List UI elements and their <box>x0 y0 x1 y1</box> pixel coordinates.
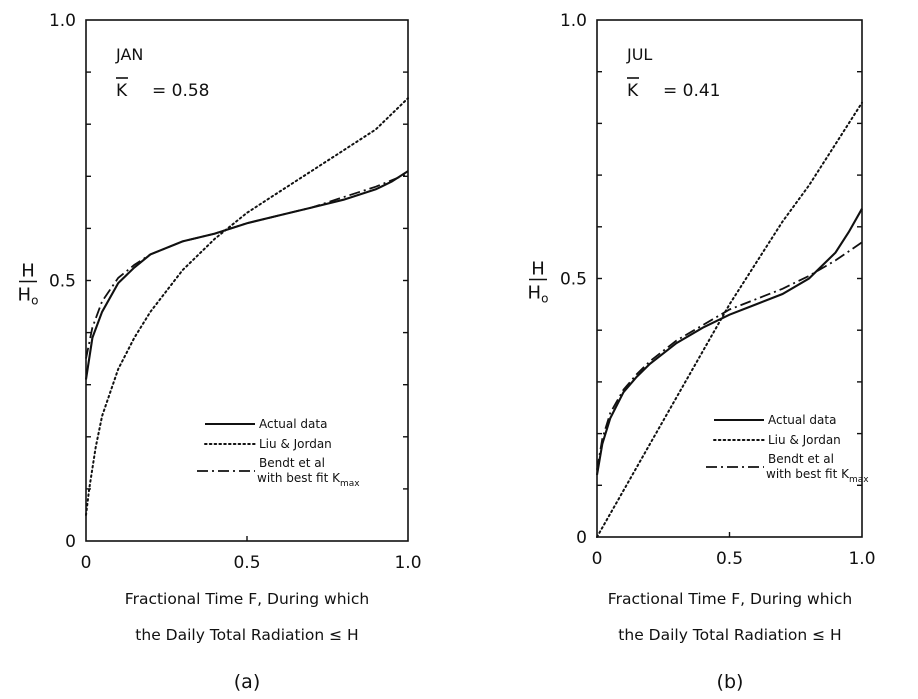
month-label: JUL <box>626 45 652 64</box>
series-bendt-line <box>596 241 863 470</box>
y-tick-label: 0 <box>576 528 587 548</box>
month-label: JAN <box>115 45 143 64</box>
y-tick-label: 1.0 <box>560 11 587 31</box>
legend-label-liu: Liu & Jordan <box>768 433 841 447</box>
y-tick-label: 0 <box>65 532 76 552</box>
legend-label-bendt-subscript: max <box>849 475 869 485</box>
x-tick-label: 0.5 <box>716 549 743 569</box>
legend-label-bendt-2: with best fit Kmax <box>766 467 869 485</box>
x-tick-label: 1.0 <box>394 553 421 573</box>
x-axis-label-line-2: the Daily Total Radiation ≤ H <box>618 626 841 644</box>
legend-label-bendt-1: Bendt et al <box>768 452 834 466</box>
x-tick-label: 1.0 <box>848 549 875 569</box>
legend-label-bendt-1: Bendt et al <box>259 456 325 470</box>
plot-frame <box>85 19 409 542</box>
y-axis-label-denominator: Ho <box>528 283 549 306</box>
y-axis-label-subscript: o <box>31 294 38 308</box>
legend-label-bendt-subscript: max <box>340 479 360 489</box>
x-axis-label-line-1: Fractional Time F, During which <box>608 590 852 608</box>
series-bendt-line <box>85 172 409 359</box>
chart-panel-a: 0 0.5 1.0 0 0.5 1.0 H Ho JAN K = 0.58 Actual data Li… <box>18 11 422 693</box>
x-tick-label: 0 <box>592 549 603 569</box>
series-actual-data-line <box>84 170 409 380</box>
series-actual-data-line <box>595 208 863 476</box>
k-symbol: K <box>627 81 639 101</box>
series-liu-jordan-line <box>596 101 863 538</box>
x-axis-label-line-1: Fractional Time F, During which <box>125 590 369 608</box>
k-value: = 0.58 <box>152 81 210 101</box>
legend-label-actual: Actual data <box>768 413 836 427</box>
y-axis-label-numerator: H <box>531 259 545 280</box>
chart-panel-b: 0 0.5 1.0 0 0.5 1.0 H Ho JUL K = 0.41 Actual data Li… <box>528 11 876 693</box>
panel-label: (b) <box>717 671 744 693</box>
y-axis-label-subscript: o <box>541 292 548 306</box>
panel-label: (a) <box>234 671 260 693</box>
y-axis-label-denominator: Ho <box>18 285 39 308</box>
y-axis-label-numerator: H <box>21 261 35 282</box>
x-tick-label: 0 <box>81 553 92 573</box>
legend-label-bendt-2: with best fit Kmax <box>257 471 360 489</box>
k-symbol: K <box>116 81 128 101</box>
y-tick-label: 1.0 <box>49 11 76 31</box>
x-tick-label: 0.5 <box>233 553 260 573</box>
legend-label-actual: Actual data <box>259 417 327 431</box>
k-value: = 0.41 <box>663 81 721 101</box>
y-tick-label: 0.5 <box>49 272 76 292</box>
legend-label-liu: Liu & Jordan <box>259 437 332 451</box>
series-liu-jordan-line <box>85 97 409 516</box>
x-axis-label-line-2: the Daily Total Radiation ≤ H <box>135 626 358 644</box>
y-tick-label: 0.5 <box>560 270 587 290</box>
